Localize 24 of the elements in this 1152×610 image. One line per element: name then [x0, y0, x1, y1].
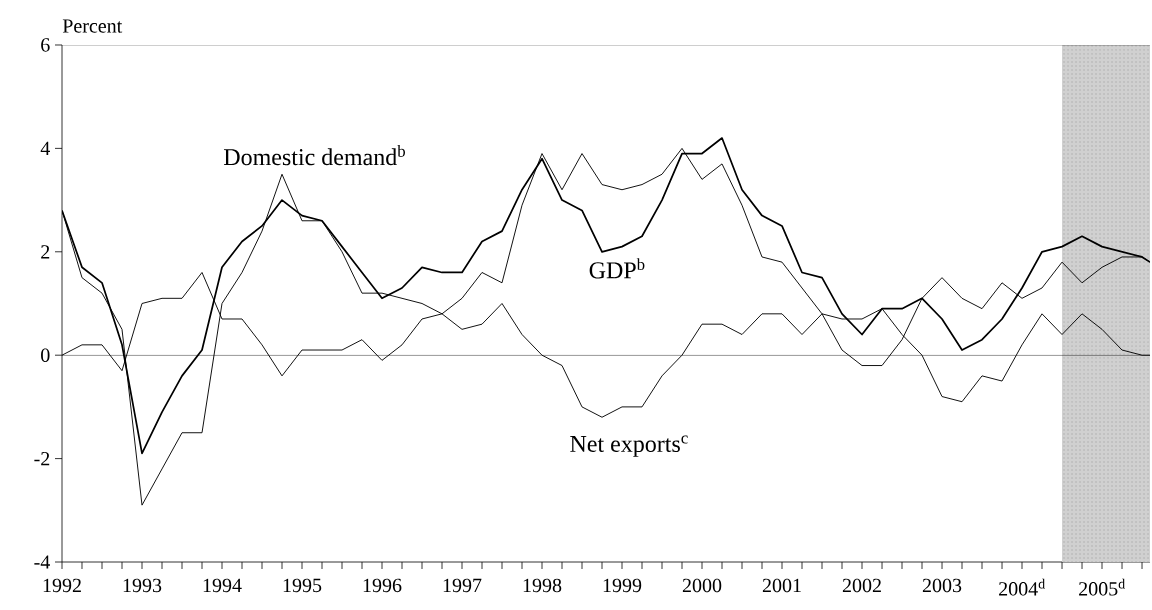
y-tick-label: 0: [41, 348, 50, 362]
x-tick-label: 1992: [43, 578, 81, 593]
x-tick-label: 1996: [363, 578, 402, 593]
y-tick-label: -4: [34, 555, 50, 569]
x-tick-label: 2002: [842, 578, 881, 593]
series-label: Domestic demand$^{b}$: [223, 144, 405, 166]
y-tick-label: 2: [41, 245, 50, 259]
x-tick-label: 2001: [762, 578, 801, 593]
y-tick-label: 4: [40, 141, 50, 155]
x-tick-label: 2000: [682, 578, 722, 593]
series-label: GDP$^{b}$: [589, 258, 645, 279]
x-tick-label: 1994: [203, 578, 242, 593]
x-tick-label: 2004$^{d}$: [999, 578, 1045, 596]
series-label: Net exports$^{c}$: [570, 435, 688, 457]
x-tick-label: 1995: [283, 578, 322, 593]
x-tick-label: 1993: [123, 578, 162, 593]
x-tick-label: 1998: [523, 578, 562, 593]
x-tick-label: 1999: [603, 578, 642, 593]
x-tick-label: 2003: [922, 578, 962, 593]
x-tick-label: 2005$^{d}$: [1079, 578, 1125, 596]
y-tick-label: 6: [41, 38, 50, 52]
y-axis-title: Percent: [62, 19, 123, 33]
x-tick-label: 1997: [443, 578, 482, 593]
y-tick-label: -2: [34, 451, 50, 466]
